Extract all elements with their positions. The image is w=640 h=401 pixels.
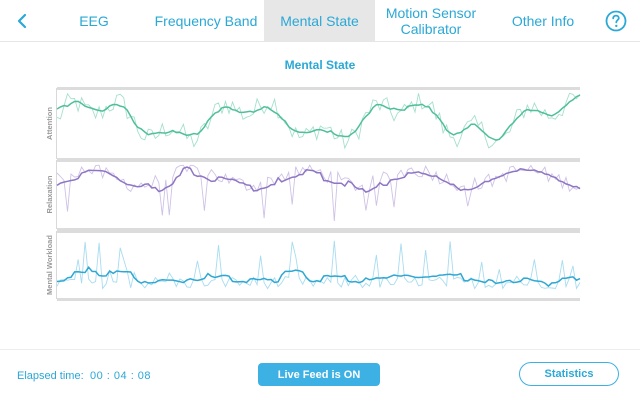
panel-baseline (57, 298, 580, 301)
tab-eeg-label: EEG (79, 12, 109, 29)
chevron-left-icon[interactable] (10, 9, 34, 33)
top-nav-bar: EEG Frequency Band Mental State Motion S… (0, 0, 640, 42)
mental-state-chart: Attention Relaxation Mental Workload (45, 87, 581, 301)
panel-separator (57, 87, 580, 90)
panel-separator (57, 159, 580, 162)
tab-motion-sensor-calibrator[interactable]: Motion Sensor Calibrator (378, 0, 484, 41)
chart-panel-mental-workload: Mental Workload (45, 230, 581, 301)
chart-panel-relaxation: Relaxation (45, 159, 581, 231)
smoothed-signal-line (56, 94, 581, 141)
question-circle-icon[interactable] (604, 9, 628, 33)
chart-title: Mental State (284, 58, 356, 72)
statistics-button[interactable]: Statistics (519, 362, 619, 386)
tab-mental-state-label: Mental State (280, 12, 359, 29)
raw-signal-line (56, 164, 581, 222)
panel-label: Mental Workload (45, 235, 54, 295)
elapsed-time-label: Elapsed time: (17, 370, 84, 382)
tab-eeg[interactable]: EEG (64, 0, 124, 41)
panel-label: Relaxation (45, 175, 54, 213)
tab-frequency-band-label: Frequency Band (154, 12, 258, 29)
tab-motion-sensor-calibrator-label: Motion Sensor Calibrator (385, 4, 477, 37)
raw-signal-line (56, 92, 581, 150)
tab-mental-state[interactable]: Mental State (264, 0, 375, 41)
smoothed-signal-line (56, 166, 581, 193)
chart-panel-attention: Attention (45, 87, 581, 161)
tab-other-info[interactable]: Other Info (498, 0, 588, 41)
live-feed-button[interactable]: Live Feed is ON (258, 363, 380, 386)
smoothed-signal-line (56, 266, 581, 288)
panel-label: Attention (45, 107, 54, 140)
statistics-label: Statistics (544, 368, 594, 380)
elapsed-time-value: 00 : 04 : 08 (90, 370, 152, 382)
tab-other-info-label: Other Info (511, 12, 575, 29)
live-feed-label: Live Feed is ON (277, 368, 361, 381)
tab-frequency-band[interactable]: Frequency Band (150, 0, 262, 41)
panel-separator (57, 230, 580, 233)
panel-baseline (57, 228, 580, 231)
